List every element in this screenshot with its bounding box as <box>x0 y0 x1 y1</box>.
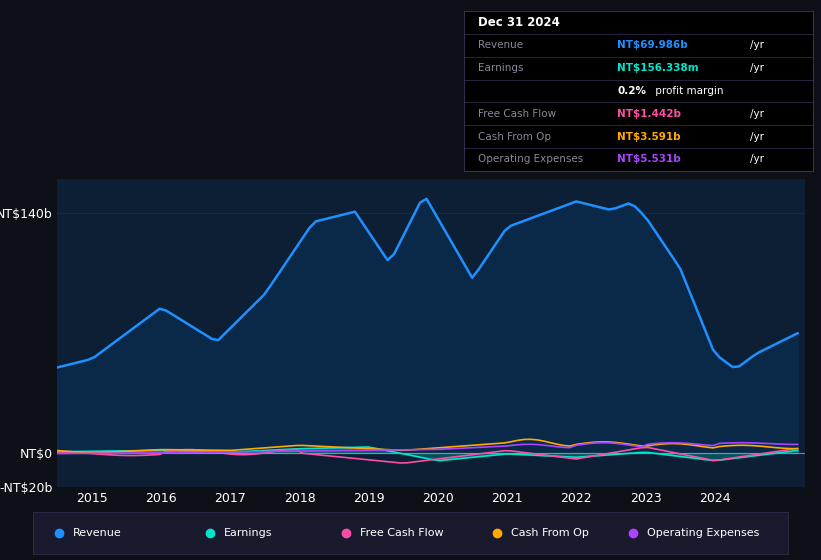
Text: Revenue: Revenue <box>478 40 523 50</box>
Text: Dec 31 2024: Dec 31 2024 <box>478 16 560 29</box>
Text: 0.2%: 0.2% <box>617 86 646 96</box>
Text: /yr: /yr <box>750 40 764 50</box>
Text: /yr: /yr <box>750 132 764 142</box>
Text: Revenue: Revenue <box>73 529 122 538</box>
Text: Cash From Op: Cash From Op <box>511 529 589 538</box>
Text: Operating Expenses: Operating Expenses <box>478 155 583 165</box>
Text: /yr: /yr <box>750 109 764 119</box>
Text: /yr: /yr <box>750 63 764 73</box>
Text: NT$69.986b: NT$69.986b <box>617 40 688 50</box>
Text: NT$5.531b: NT$5.531b <box>617 155 681 165</box>
Text: Free Cash Flow: Free Cash Flow <box>360 529 443 538</box>
Text: Cash From Op: Cash From Op <box>478 132 551 142</box>
Text: NT$1.442b: NT$1.442b <box>617 109 681 119</box>
Text: NT$3.591b: NT$3.591b <box>617 132 681 142</box>
Text: Free Cash Flow: Free Cash Flow <box>478 109 556 119</box>
Text: Operating Expenses: Operating Expenses <box>647 529 759 538</box>
Text: NT$156.338m: NT$156.338m <box>617 63 699 73</box>
Text: /yr: /yr <box>750 155 764 165</box>
Text: Earnings: Earnings <box>478 63 523 73</box>
Text: Earnings: Earnings <box>224 529 273 538</box>
Text: profit margin: profit margin <box>653 86 724 96</box>
